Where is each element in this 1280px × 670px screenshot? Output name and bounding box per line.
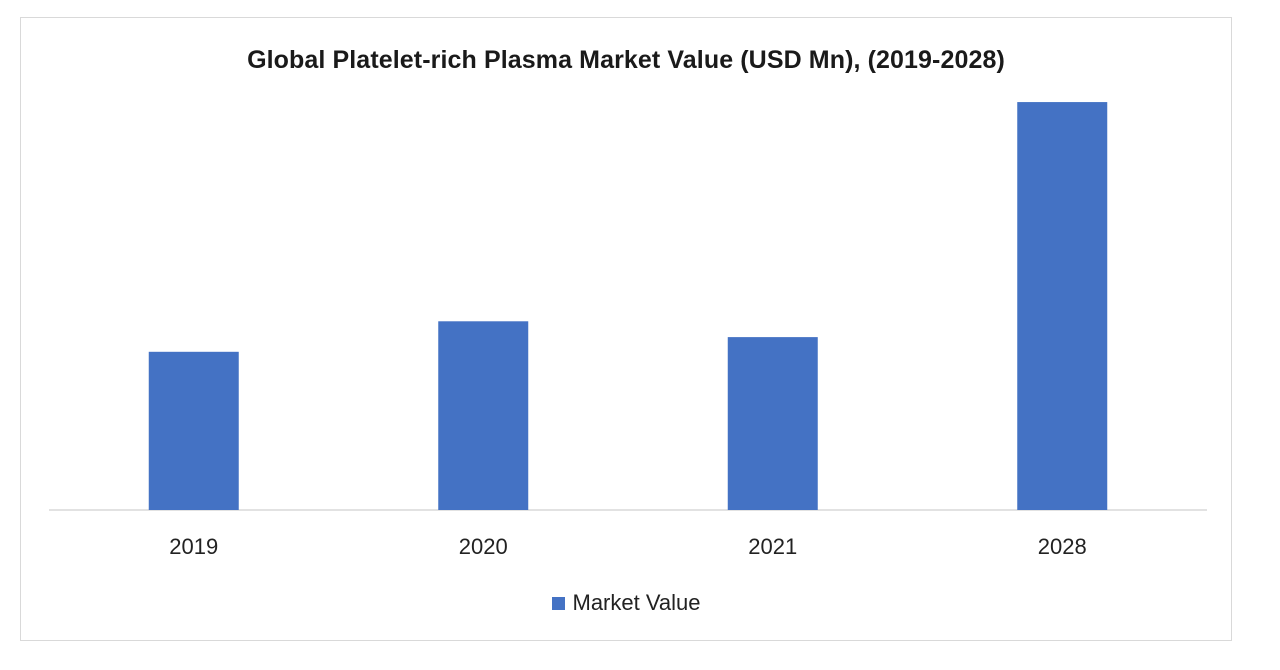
chart-title: Global Platelet-rich Plasma Market Value… xyxy=(247,46,1005,74)
x-tick-label-2028: 2028 xyxy=(1038,534,1087,559)
bar-2019 xyxy=(148,351,239,510)
bar-2021 xyxy=(727,337,818,510)
legend-label: Market Value xyxy=(572,590,701,615)
x-tick-label-2021: 2021 xyxy=(748,534,797,559)
chart-frame: Global Platelet-rich Plasma Market Value… xyxy=(20,17,1232,641)
bar-2020 xyxy=(438,321,529,510)
legend-swatch xyxy=(551,596,565,610)
x-tick-label-2020: 2020 xyxy=(459,534,508,559)
legend: Market Value xyxy=(21,590,1231,616)
bar-2028 xyxy=(1017,102,1108,510)
bar-chart-plot: 2019 2020 2021 2028 xyxy=(49,102,1207,559)
x-tick-label-2019: 2019 xyxy=(169,534,218,559)
